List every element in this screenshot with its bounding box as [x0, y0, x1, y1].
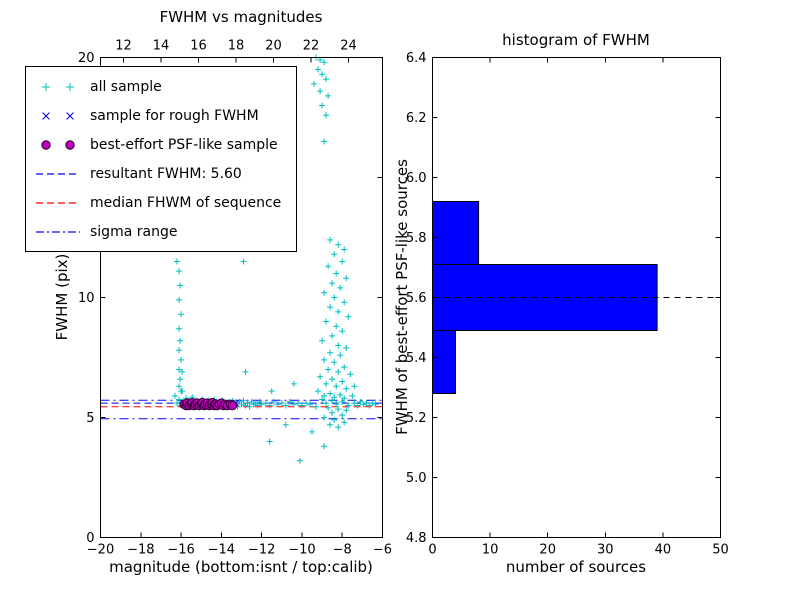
legend: all sample sample for rough FWHM best-effo… [25, 66, 297, 252]
tick-label: 30 [597, 543, 614, 558]
tick-label: −14 [208, 543, 235, 558]
legend-item: sample for rough FWHM [34, 101, 288, 130]
legend-item: all sample [34, 72, 288, 101]
tick-label: 20 [539, 543, 556, 558]
legend-item-label: resultant FWHM: 5.60 [90, 165, 242, 182]
tick-label: 10 [482, 543, 499, 558]
tick-label: 24 [340, 39, 357, 54]
tick-label: 50 [712, 543, 729, 558]
left-plot-title: FWHM vs magnitudes [159, 8, 323, 26]
tick-label: 22 [303, 39, 320, 54]
legend-swatch-circle-icon [41, 139, 75, 150]
tick-label: 5.4 [406, 351, 427, 366]
legend-item: resultant FWHM: 5.60 [34, 159, 288, 188]
right-plot-xlabel: number of sources [505, 558, 647, 576]
legend-item: median FHWM of sequence [34, 188, 288, 217]
hist-bar [432, 201, 480, 265]
right-plot-ylabel: FWHM of best-effort PSF-like sources [393, 159, 411, 435]
right-plot-title: histogram of FWHM [502, 31, 650, 49]
tick-label: −10 [288, 543, 315, 558]
tick-label: 6.0 [406, 171, 427, 186]
legend-item: sigma range [34, 217, 288, 246]
tick-label: 6.4 [406, 51, 427, 66]
right-plot-frame [432, 57, 721, 538]
tick-label: 5.6 [406, 291, 427, 306]
left-plot-frame [100, 57, 383, 538]
tick-label: 0 [428, 543, 436, 558]
legend-swatch-plus-icon [42, 82, 74, 91]
tick-label: 16 [190, 39, 207, 54]
tick-label: −16 [167, 543, 194, 558]
legend-item-label: best-effort PSF-like sample [90, 136, 278, 153]
tick-label: 5.0 [406, 471, 427, 486]
legend-swatch-dashed-icon [36, 172, 80, 175]
tick-label: 5 [86, 411, 94, 426]
tick-label: −6 [373, 543, 392, 558]
hist-bar [432, 330, 456, 394]
left-plot-xlabel: magnitude (bottom:isnt / top:calib) [109, 558, 373, 576]
tick-label: −8 [333, 543, 352, 558]
tick-label: 10 [78, 291, 95, 306]
tick-label: 5.2 [406, 411, 427, 426]
legend-item-label: sigma range [90, 223, 178, 240]
tick-label: 20 [78, 51, 95, 66]
tick-label: 4.8 [406, 531, 427, 546]
tick-label: 40 [655, 543, 672, 558]
marker-circle [227, 400, 238, 411]
left-plot-ylabel: FWHM (pix) [53, 253, 71, 341]
legend-item-label: median FHWM of sequence [90, 194, 282, 211]
legend-swatch-dashed-icon [36, 201, 80, 204]
legend-swatch-x-icon [42, 111, 74, 120]
legend-item-label: sample for rough FWHM [90, 107, 259, 124]
tick-label: 0 [86, 531, 94, 546]
legend-item: best-effort PSF-like sample [34, 130, 288, 159]
tick-label: 18 [228, 39, 245, 54]
tick-label: −20 [87, 543, 114, 558]
tick-label: 14 [153, 39, 170, 54]
tick-label: 6.2 [406, 111, 427, 126]
legend-item-label: all sample [90, 78, 162, 95]
tick-label: −18 [127, 543, 154, 558]
tick-label: 20 [265, 39, 282, 54]
legend-swatch-dashdot-icon [36, 230, 80, 233]
tick-label: −12 [248, 543, 275, 558]
tick-label: 12 [115, 39, 132, 54]
tick-label: 5.8 [406, 231, 427, 246]
